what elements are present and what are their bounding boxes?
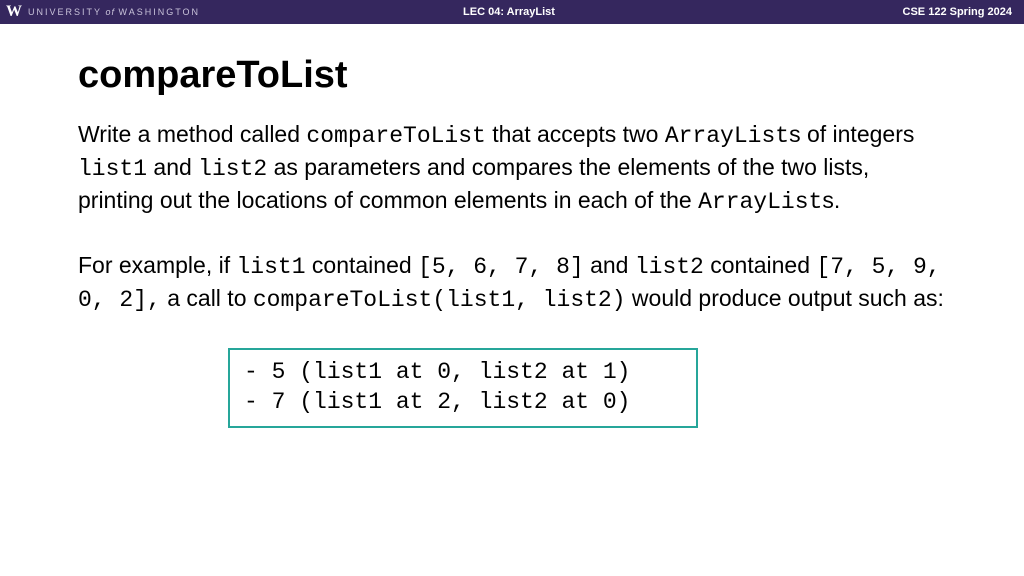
p1-text-d: and	[147, 154, 198, 180]
p2-code-5: compareToList(list1, list2)	[253, 287, 626, 313]
slide-content: compareToList Write a method called comp…	[0, 24, 1024, 428]
p2-code-3: list2	[635, 254, 704, 280]
p1-code-2: ArrayList	[665, 123, 789, 149]
p1-code-3: list1	[78, 156, 147, 182]
p1-code-4: list2	[198, 156, 267, 182]
lecture-label: LEC 04: ArrayList	[341, 6, 676, 18]
output-line-2: - 7 (list1 at 2, list2 at 0)	[244, 388, 682, 418]
p1-text-c: s of integers	[789, 121, 914, 147]
paragraph-1: Write a method called compareToList that…	[78, 119, 946, 218]
p1-text-b: that accepts two	[486, 121, 665, 147]
p2-text-c: and	[584, 252, 635, 278]
university-pre: UNIVERSITY	[28, 7, 102, 17]
university-of: of	[102, 7, 119, 17]
p1-text-a: Write a method called	[78, 121, 306, 147]
p1-text-f: s.	[822, 187, 840, 213]
university-name: UNIVERSITY of WASHINGTON	[28, 7, 200, 17]
p2-text-d: contained	[704, 252, 817, 278]
paragraph-2: For example, if list1 contained [5, 6, 7…	[78, 250, 946, 316]
p2-code-2: [5, 6, 7, 8]	[418, 254, 584, 280]
p1-code-1: compareToList	[306, 123, 485, 149]
p2-text-b: contained	[306, 252, 419, 278]
slide-header: W UNIVERSITY of WASHINGTON LEC 04: Array…	[0, 0, 1024, 24]
university-post: WASHINGTON	[119, 7, 201, 17]
p2-text-e: a call to	[161, 285, 253, 311]
course-label: CSE 122 Spring 2024	[677, 6, 1024, 18]
output-line-1: - 5 (list1 at 0, list2 at 1)	[244, 358, 682, 388]
p2-text-a: For example, if	[78, 252, 237, 278]
uw-logo: W	[6, 3, 22, 21]
header-left: W UNIVERSITY of WASHINGTON	[0, 3, 341, 21]
p1-code-5: ArrayList	[698, 189, 822, 215]
slide-title: compareToList	[78, 54, 946, 97]
output-box: - 5 (list1 at 0, list2 at 1) - 7 (list1 …	[228, 348, 698, 428]
p2-code-1: list1	[237, 254, 306, 280]
p2-text-f: would produce output such as:	[626, 285, 944, 311]
